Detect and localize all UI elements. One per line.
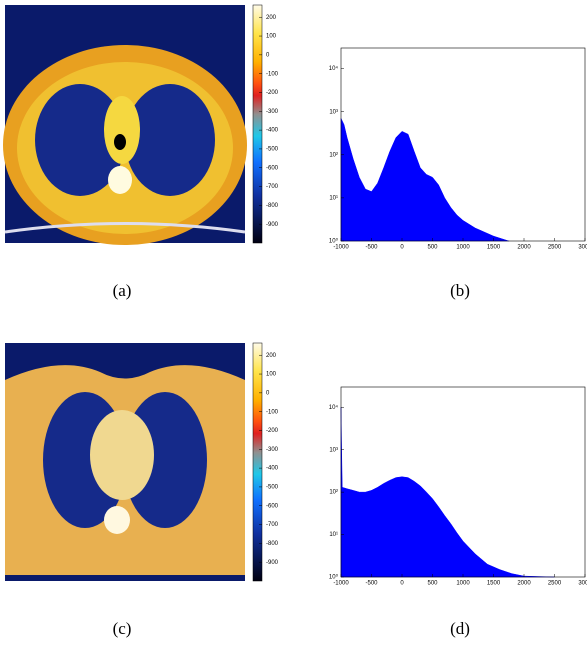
colorbar-tick-label: -600 <box>266 165 279 171</box>
colorbar-tick-label: 100 <box>266 372 277 378</box>
colorbar-tick-label: 200 <box>266 15 277 21</box>
x-tick-label: -500 <box>365 581 378 587</box>
x-tick-label: 1000 <box>456 581 470 587</box>
x-tick-label: -1000 <box>333 245 349 251</box>
colorbar-tick-label: -500 <box>266 147 279 153</box>
colorbar-tick-label: -400 <box>266 128 279 134</box>
colorbar-tick-label: -100 <box>266 71 279 77</box>
colorbar-tick-label: 200 <box>266 353 277 359</box>
colorbar-tick-label: -500 <box>266 485 279 491</box>
colorbar-tick-label: -300 <box>266 447 279 453</box>
colorbar-tick-label: -200 <box>266 428 279 434</box>
colorbar-tick-label: -400 <box>266 466 279 472</box>
y-tick-label: 10² <box>329 152 338 158</box>
x-tick-label: 2500 <box>548 581 562 587</box>
y-tick-label: 10³ <box>329 109 338 115</box>
x-tick-label: 1000 <box>456 245 470 251</box>
y-tick-label: 10⁴ <box>329 65 339 72</box>
y-tick-label: 10¹ <box>329 532 338 538</box>
colorbar-tick-label: -600 <box>266 503 279 509</box>
x-tick-label: -1000 <box>333 581 349 587</box>
caption: (a) <box>113 281 132 300</box>
colorbar-tick-label: -900 <box>266 560 279 566</box>
colorbar-tick-label: 100 <box>266 34 277 40</box>
x-tick-label: 500 <box>427 581 438 587</box>
ct-image <box>5 343 245 581</box>
x-tick-label: 2500 <box>548 245 562 251</box>
colorbar-tick-label: 0 <box>266 52 270 58</box>
y-tick-label: 10⁰ <box>329 238 339 245</box>
x-tick-label: 1500 <box>487 581 501 587</box>
x-tick-label: 0 <box>400 581 404 587</box>
colorbar-tick-label: -700 <box>266 184 279 190</box>
x-tick-label: 3000 <box>578 581 587 587</box>
ct-image <box>3 5 247 245</box>
colorbar-tick-label: -100 <box>266 409 279 415</box>
x-tick-label: -500 <box>365 245 378 251</box>
histogram-area <box>340 118 509 242</box>
caption: (d) <box>450 619 470 638</box>
y-tick-label: 10³ <box>329 447 338 453</box>
x-tick-label: 500 <box>427 245 438 251</box>
colorbar-tick-label: -700 <box>266 522 279 528</box>
y-tick-label: 10¹ <box>329 195 338 201</box>
x-tick-label: 3000 <box>578 245 587 251</box>
colorbar-tick-label: -900 <box>266 222 279 228</box>
x-tick-label: 2000 <box>517 581 531 587</box>
colorbar-tick-label: -200 <box>266 90 279 96</box>
histogram-area <box>340 407 555 578</box>
y-tick-label: 10² <box>329 490 338 496</box>
colorbar-tick-label: 0 <box>266 390 270 396</box>
colorbar <box>252 342 263 582</box>
x-tick-label: 1500 <box>487 245 501 251</box>
caption: (c) <box>113 619 132 638</box>
caption: (b) <box>450 281 470 300</box>
x-tick-label: 0 <box>400 245 404 251</box>
colorbar-tick-label: -800 <box>266 203 279 209</box>
colorbar-tick-label: -800 <box>266 541 279 547</box>
y-tick-label: 10⁴ <box>329 404 339 411</box>
colorbar-tick-label: -300 <box>266 109 279 115</box>
y-tick-label: 10⁰ <box>329 574 339 581</box>
x-tick-label: 2000 <box>517 245 531 251</box>
colorbar <box>252 4 263 244</box>
